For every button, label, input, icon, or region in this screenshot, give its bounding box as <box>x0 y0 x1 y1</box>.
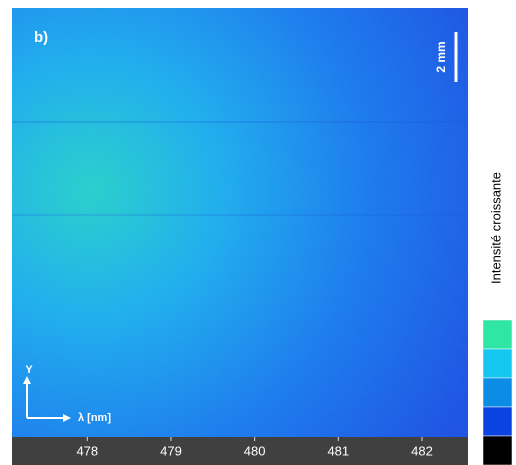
image-noise <box>12 8 468 437</box>
x-tick-label: 479 <box>160 443 182 458</box>
colorbar-segment <box>482 435 513 465</box>
x-tick-label: 478 <box>76 443 98 458</box>
colorbar-label: Intensité croissante <box>488 172 503 284</box>
x-tick-label: 482 <box>411 443 433 458</box>
x-axis-label: λ [nm] <box>78 412 111 424</box>
y-axis-label: Y <box>25 364 33 376</box>
colorbar-segment <box>482 348 513 379</box>
x-tick-label: 481 <box>327 443 349 458</box>
axis-arrows <box>26 382 65 419</box>
scale-bar-label: 2 mm <box>434 41 448 72</box>
arrow-heads <box>23 376 71 422</box>
x-tick-label: 480 <box>244 443 266 458</box>
panel-label: b) <box>34 29 48 46</box>
colorbar-segment <box>482 377 513 408</box>
colorbar-segment <box>482 319 513 350</box>
colorbar-segment <box>482 406 513 437</box>
axis-strip <box>12 437 468 465</box>
